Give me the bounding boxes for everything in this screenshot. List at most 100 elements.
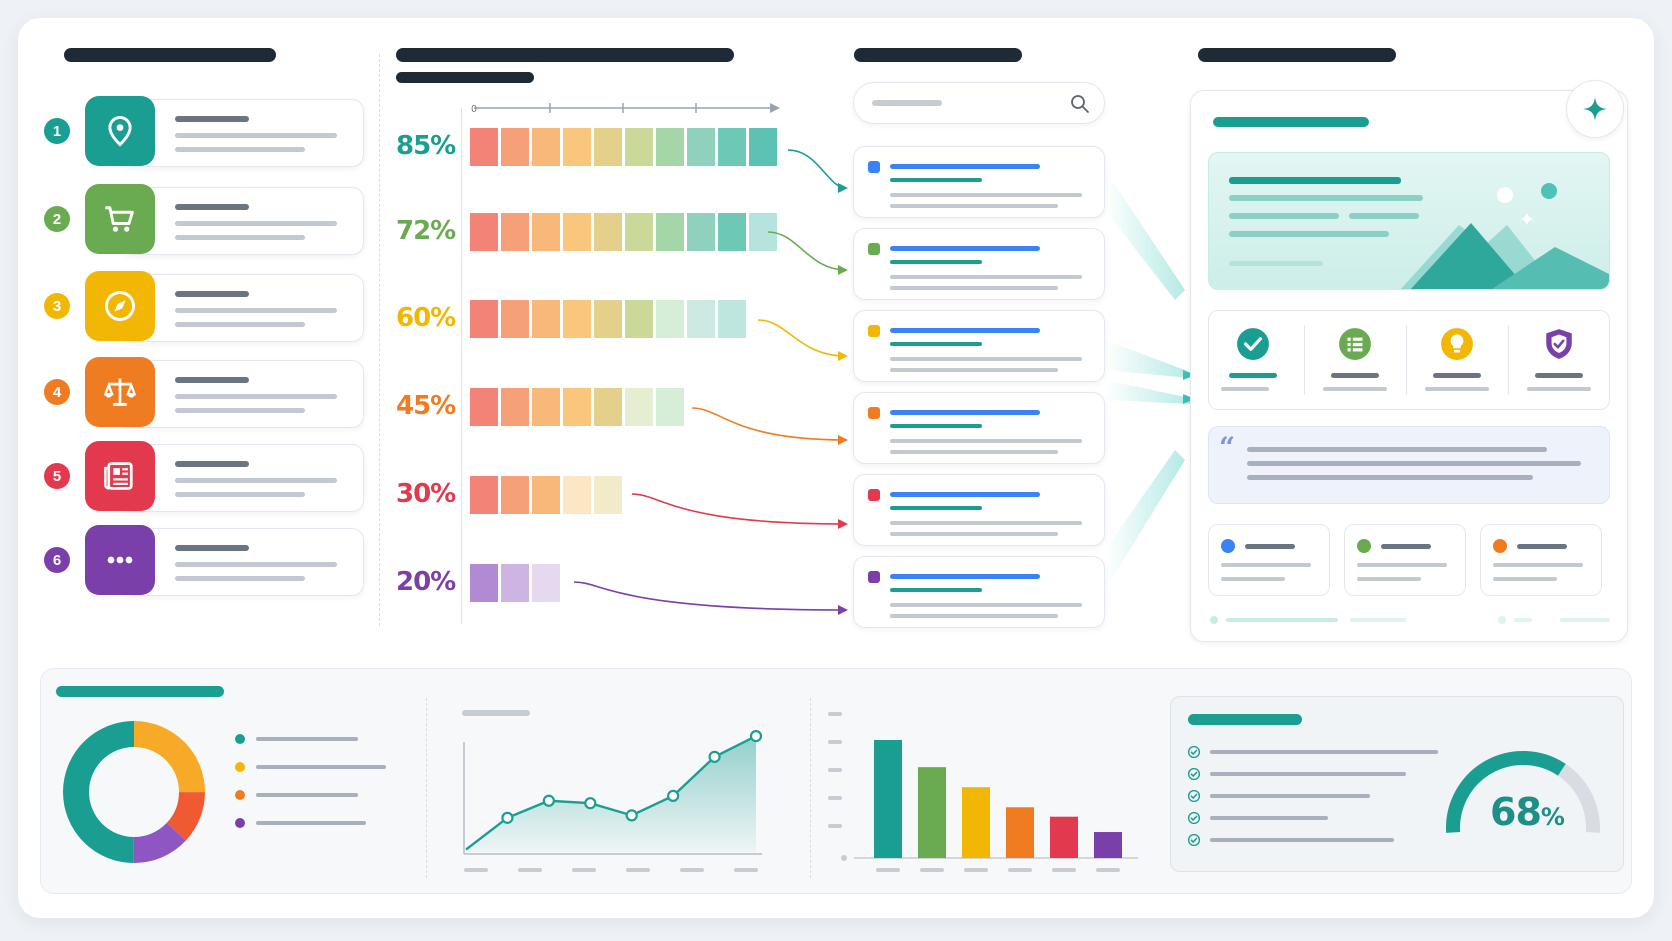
summary-chip-card[interactable]: [1208, 524, 1330, 596]
donut-slice: [63, 721, 205, 863]
source-card[interactable]: [120, 274, 364, 342]
score-cell: [718, 213, 746, 251]
source-icon-tile[interactable]: [85, 184, 155, 254]
chip-text-line: [1357, 577, 1421, 581]
score-cell: [532, 300, 560, 338]
stat-text-line: [1425, 387, 1489, 391]
source-text-line: [175, 235, 305, 240]
score-cell: [470, 213, 498, 251]
gauge-number: 68: [1490, 790, 1542, 834]
source-icon-tile[interactable]: [85, 271, 155, 341]
bar-chart-bar[interactable]: [874, 740, 902, 858]
shield-check-icon: [1546, 329, 1572, 359]
score-cell: [718, 128, 746, 166]
chip-text-line: [1517, 544, 1567, 549]
source-text-line: [175, 408, 305, 413]
checklist-text-line: [1210, 750, 1438, 754]
result-text-line: [890, 178, 982, 182]
source-card[interactable]: [120, 99, 364, 167]
result-text-line: [890, 246, 1040, 251]
newspaper-icon: [104, 462, 133, 490]
stat-text-line: [1229, 373, 1277, 378]
hero-title-line: [1229, 177, 1401, 184]
stat-text-line: [1527, 387, 1591, 391]
page-dot[interactable]: [1210, 616, 1218, 624]
source-number-badge: 4: [44, 379, 70, 405]
score-cell: [501, 476, 529, 514]
line-chart-point[interactable]: [542, 794, 555, 807]
score-cell: [470, 476, 498, 514]
summary-quote-block: “: [1208, 426, 1610, 504]
bar-chart-bar[interactable]: [1094, 832, 1122, 858]
summary-hero-card: [1208, 152, 1610, 290]
line-chart-point[interactable]: [625, 809, 638, 822]
result-card[interactable]: [853, 474, 1105, 546]
chip-text-line: [1493, 563, 1583, 567]
quote-mark: “: [1219, 431, 1236, 464]
connector-line: [767, 231, 847, 271]
quote-text-line: [1247, 475, 1533, 480]
score-cell: [470, 564, 498, 602]
gauge-card-title: [1188, 714, 1302, 725]
bar-chart-bar[interactable]: [918, 767, 946, 858]
check-circle-icon: [1237, 328, 1269, 360]
bar-chart-category-label: [1008, 868, 1032, 872]
results-search-box[interactable]: [853, 82, 1105, 124]
result-text-line: [890, 588, 982, 592]
search-icon[interactable]: [1070, 94, 1090, 114]
source-card[interactable]: [120, 360, 364, 428]
bar-chart-bar[interactable]: [1006, 807, 1034, 858]
connector-arrowhead: [838, 351, 848, 361]
result-card[interactable]: [853, 310, 1105, 382]
score-cell: [501, 564, 529, 602]
line-chart-point[interactable]: [667, 789, 680, 802]
source-card[interactable]: [120, 444, 364, 512]
legend-text-line: [256, 793, 358, 797]
bar-chart-category-label: [920, 868, 944, 872]
line-chart-point[interactable]: [501, 811, 514, 824]
result-text-line: [890, 450, 1058, 454]
summary-chip-card[interactable]: [1344, 524, 1466, 596]
line-chart-point[interactable]: [749, 729, 763, 743]
hero-text-line: [1229, 261, 1323, 266]
chip-dot: [1221, 539, 1235, 553]
score-cell: [501, 213, 529, 251]
score-cell: [563, 388, 591, 426]
source-text-line: [175, 545, 249, 551]
bar-chart-bar[interactable]: [1050, 816, 1078, 858]
score-cell: [718, 300, 746, 338]
bar-chart-bar[interactable]: [962, 787, 990, 858]
page-dot[interactable]: [1498, 616, 1506, 624]
sparkle-icon: [1583, 97, 1607, 121]
result-card[interactable]: [853, 392, 1105, 464]
bar-chart-tick-label: [828, 712, 842, 716]
result-card[interactable]: [853, 228, 1105, 300]
compass-icon: [105, 291, 135, 321]
line-chart-point[interactable]: [708, 750, 721, 763]
bar-chart-tick-label: [828, 796, 842, 800]
source-icon-tile[interactable]: [85, 96, 155, 166]
line-chart-point[interactable]: [584, 797, 597, 810]
source-text-line: [175, 478, 337, 483]
source-card[interactable]: [120, 187, 364, 255]
source-icon-tile[interactable]: [85, 525, 155, 595]
line-chart-title: [462, 710, 530, 716]
source-card[interactable]: [120, 528, 364, 596]
summary-chip-card[interactable]: [1480, 524, 1602, 596]
source-icon-tile[interactable]: [85, 357, 155, 427]
checklist-text-line: [1210, 794, 1370, 798]
result-text-line: [890, 521, 1082, 525]
score-cell: [470, 388, 498, 426]
result-card[interactable]: [853, 556, 1105, 628]
chip-dot: [1357, 539, 1371, 553]
score-cell: [625, 213, 653, 251]
source-icon-tile[interactable]: [85, 441, 155, 511]
score-cell: [532, 476, 560, 514]
bar-chart-tick-label: [828, 824, 842, 828]
ai-sparkle-button[interactable]: [1566, 80, 1624, 138]
summary-title-line: [1213, 117, 1369, 127]
result-card[interactable]: [853, 146, 1105, 218]
score-percent-label: 45%: [396, 391, 456, 421]
checkmark-icon: [1188, 746, 1200, 758]
score-cell: [563, 476, 591, 514]
